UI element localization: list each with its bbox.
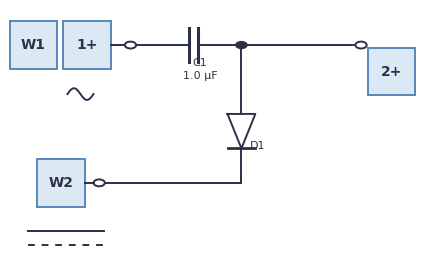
Text: W1: W1: [21, 38, 46, 52]
Text: W2: W2: [48, 176, 73, 190]
FancyBboxPatch shape: [10, 21, 57, 69]
Text: D1: D1: [250, 141, 265, 151]
Text: C1
1.0 μF: C1 1.0 μF: [182, 58, 217, 82]
FancyBboxPatch shape: [63, 21, 111, 69]
Text: 1+: 1+: [76, 38, 98, 52]
Text: 2+: 2+: [380, 65, 401, 78]
FancyBboxPatch shape: [367, 48, 414, 95]
FancyBboxPatch shape: [37, 159, 85, 207]
Circle shape: [235, 42, 247, 48]
